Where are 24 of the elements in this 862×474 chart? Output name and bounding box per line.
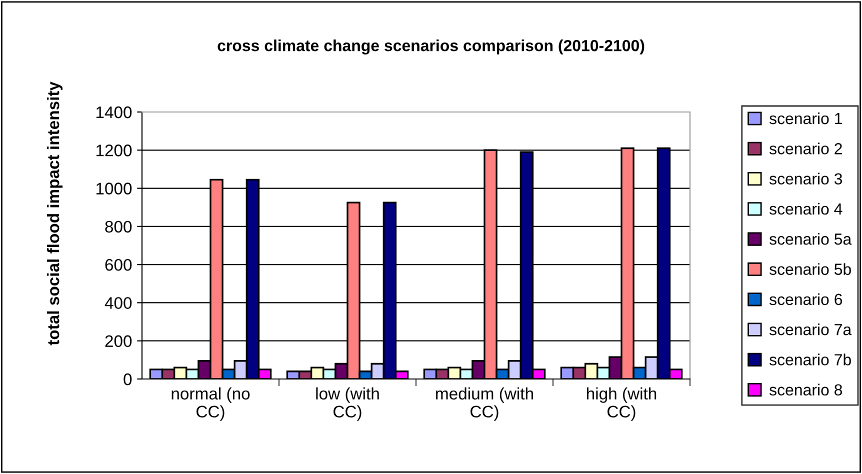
legend-label: scenario 7a: [769, 324, 852, 336]
y-tick-label: 600: [105, 258, 132, 271]
legend-label: scenario 5b: [769, 263, 851, 275]
legend-label: scenario 4: [769, 202, 842, 215]
y-tick-label: 0: [124, 373, 132, 386]
chart-title: cross climate change scenarios comparison (2010-2100): [218, 40, 644, 54]
y-axis-title: total social flood impact intensity: [47, 82, 63, 346]
legend-label: scenario 6: [769, 293, 842, 306]
x-tick-label: medium (with CC): [436, 387, 533, 421]
y-tick-label: 200: [105, 335, 132, 348]
legend-label: scenario 5a: [769, 233, 852, 245]
y-tick-label: 800: [105, 220, 132, 233]
x-tick-label: normal (no CC): [172, 387, 250, 421]
y-tick-label: 1200: [96, 144, 132, 156]
y-tick-label: 400: [104, 297, 132, 309]
y-tick-label: 1400: [96, 106, 132, 118]
y-tick-label: 1000: [96, 182, 132, 194]
legend-label: scenario 2: [769, 142, 842, 154]
x-tick-label: high (with CC): [586, 387, 656, 421]
legend-label: scenario 7b: [769, 354, 851, 366]
x-tick-label: low (with CC): [316, 387, 379, 421]
legend-label: scenario 3: [769, 172, 842, 184]
legend-label: scenario 1: [769, 112, 842, 124]
legend-label: scenario 8: [769, 384, 842, 396]
